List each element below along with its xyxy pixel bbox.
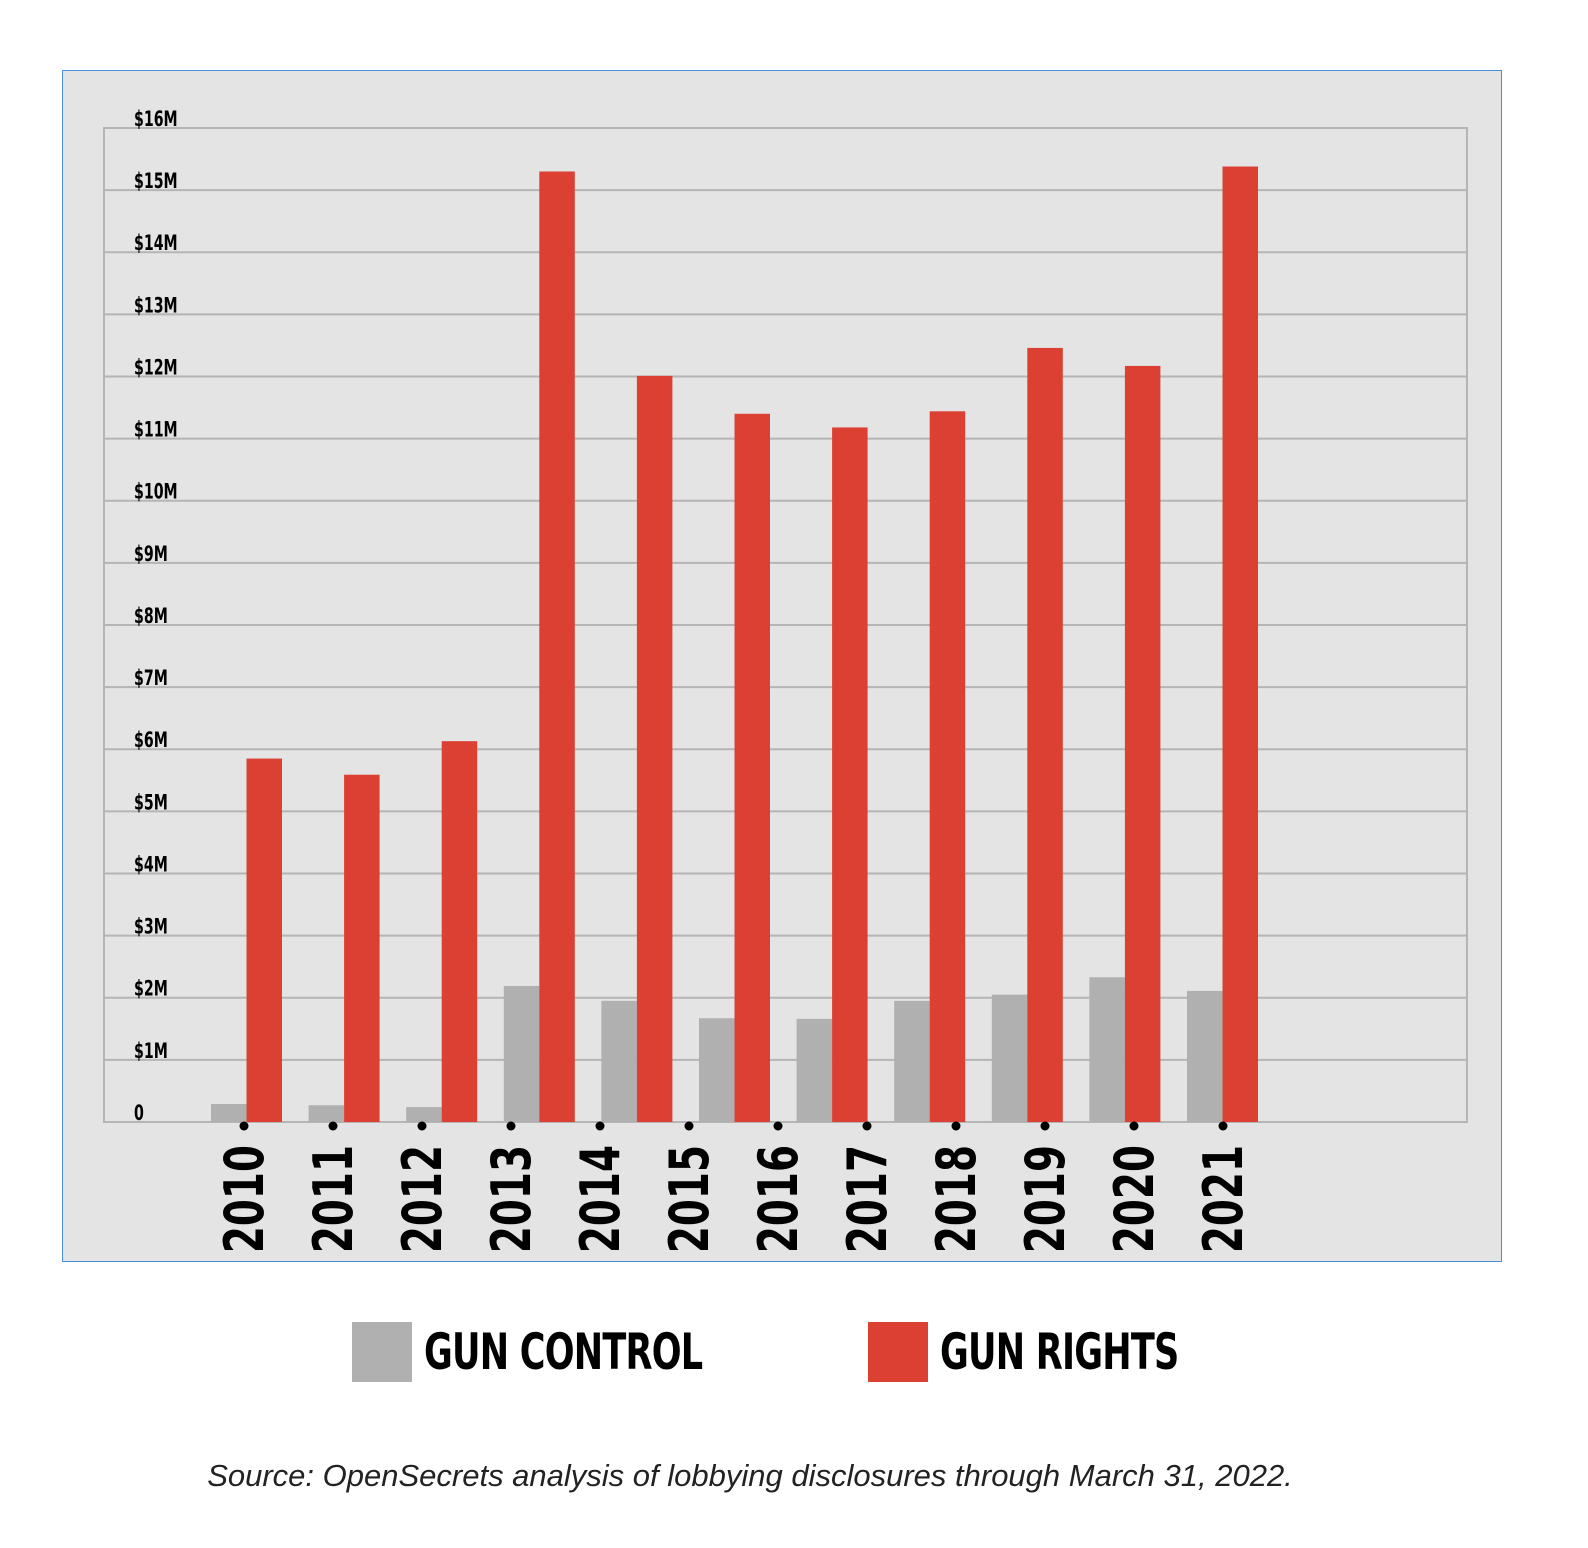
x-tick-label: 2015 [658,1145,721,1253]
y-tick-label: $14M [134,232,178,256]
x-tick-label: 2011 [302,1145,365,1253]
bar-gun-rights [1222,166,1258,1122]
legend-swatch-gun-rights [868,1322,928,1382]
x-tick-dot [684,1121,694,1131]
y-tick-label: $6M [134,729,168,753]
bar-gun-control [503,985,540,1122]
bar-gun-rights [734,413,770,1122]
y-tick-label: $13M [134,294,178,318]
x-tick-dot [417,1121,427,1131]
bar-gun-rights [246,758,282,1122]
y-tick-label: $16M [134,108,178,132]
x-tick-label: 2010 [213,1145,276,1253]
x-tick-dot [1129,1121,1139,1131]
y-tick-label: $4M [134,853,168,877]
bar-gun-control [796,1018,833,1122]
source-note: Source: OpenSecrets analysis of lobbying… [207,1458,1293,1493]
legend-label-gun-rights: GUN RIGHTS [940,1323,1179,1381]
y-tick-label: $1M [134,1040,168,1064]
x-tick-label: 2020 [1103,1145,1166,1253]
bar-gun-control [894,1000,930,1122]
bar-gun-control [1089,977,1125,1122]
bar-gun-control [308,1105,345,1122]
x-tick-label: 2014 [569,1145,632,1253]
x-tick-dot [951,1121,961,1131]
bar-gun-control [406,1107,442,1122]
y-tick-label: $3M [134,916,168,940]
x-tick-label: 2019 [1014,1145,1077,1253]
y-tick-label: $7M [134,667,168,691]
x-tick-dot [773,1121,783,1131]
y-tick-label: 0 [134,1102,144,1126]
bar-gun-rights [539,171,575,1123]
y-tick-label: $10M [134,481,178,505]
x-tick-label: 2017 [836,1145,899,1253]
bar-gun-rights [636,375,673,1122]
bar-gun-rights [1027,347,1063,1122]
legend-label-gun-control: GUN CONTROL [424,1323,703,1381]
x-tick-label: 2012 [391,1145,454,1253]
y-tick-label: $15M [134,170,178,194]
legend-gun-control: GUN CONTROL [352,1322,781,1382]
x-tick-dot [239,1121,249,1131]
y-tick-label: $12M [134,356,178,380]
bar-gun-rights [344,774,380,1122]
y-tick-label: $5M [134,791,168,815]
x-tick-dot [1040,1121,1050,1131]
x-tick-dot [1218,1121,1228,1131]
chart-frame [62,70,1502,1262]
y-tick-label: $8M [134,605,168,629]
bar-gun-control [211,1103,247,1122]
y-tick-label: $11M [134,419,178,443]
y-tick-label: $9M [134,543,168,567]
x-tick-dot [595,1121,605,1131]
legend-swatch-gun-control [352,1322,412,1382]
x-tick-dot [328,1121,338,1131]
bar-gun-rights [441,741,478,1122]
bar-gun-rights [929,411,966,1122]
bar-gun-control [601,1000,637,1122]
x-tick-dot [506,1121,516,1131]
x-tick-dot [862,1121,872,1131]
x-tick-label: 2013 [480,1145,543,1253]
y-tick-label: $2M [134,978,168,1002]
bar-gun-control [991,994,1028,1122]
bar-gun-rights [1124,365,1161,1123]
bar-chart: 0 $1M $2M $3M $4M $5M $6M $7M $8M $9M $10M $11M $12M… [103,108,1468,1253]
x-tick-label: 2021 [1192,1145,1255,1253]
bar-gun-control [699,1018,735,1122]
bar-gun-control [1187,990,1223,1122]
legend-gun-rights: GUN RIGHTS [868,1322,1246,1382]
bar-gun-rights [832,427,868,1122]
x-tick-label: 2018 [925,1145,988,1253]
x-tick-label: 2016 [747,1145,810,1253]
